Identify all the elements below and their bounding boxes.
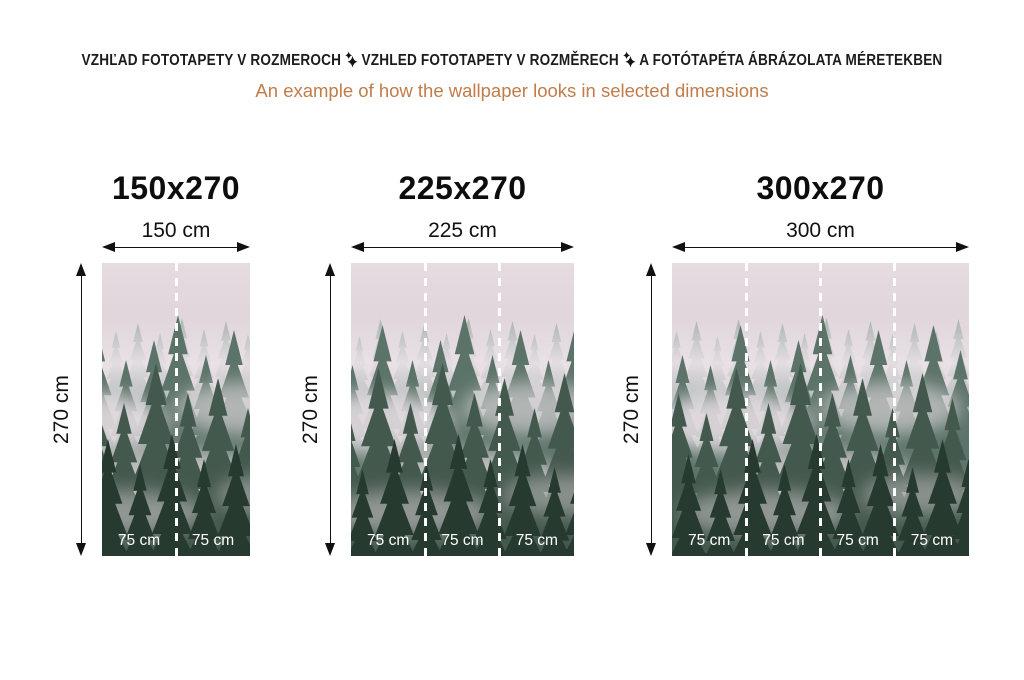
segment-width-label: 75 cm [910, 532, 953, 549]
arrow-down-head [646, 543, 656, 556]
segment-width-label: 75 cm [441, 532, 484, 549]
arrow-right-head [237, 242, 250, 252]
panel-divider [498, 263, 502, 556]
header-title: VZHĽAD FOTOTAPETY V ROZMEROCH VZHLED FOT… [77, 50, 947, 72]
segment-width-label: 75 cm [367, 532, 410, 549]
width-dimension-label: 150 cm [141, 219, 211, 242]
arrow-up-head [325, 263, 335, 276]
panel-300x270: 300x270 300 cm 270 cm 75 cm 75 cm 75 cm … [617, 170, 969, 570]
height-arrow [646, 263, 657, 556]
foggy-forest-image [351, 263, 574, 556]
header-title-hu: A FOTÓTAPÉTA ÁBRÁZOLATA MÉRETEKBEN [639, 52, 943, 69]
panel-150x270: 150x270 150 cm 270 cm 75 cm 75 cm [47, 170, 250, 570]
width-arrow [102, 242, 250, 253]
sparkle-icon [345, 51, 358, 68]
height-dimension-label: 270 cm [50, 375, 73, 444]
arrow-up-head [646, 263, 656, 276]
arrow-down-head [325, 543, 335, 556]
arrow-right-head [956, 242, 969, 252]
width-arrow [672, 242, 969, 253]
panel-title: 225x270 [398, 170, 527, 206]
header-title-cz: VZHLED FOTOTAPETY V ROZMĚRECH [361, 52, 619, 69]
wallpaper-preview: 75 cm 75 cm 75 cm [351, 263, 574, 556]
height-dimension-label: 270 cm [620, 375, 643, 444]
segment-width-label: 75 cm [836, 532, 879, 549]
panel-divider [423, 263, 427, 556]
segment-width-label: 75 cm [762, 532, 805, 549]
width-arrow [351, 242, 574, 253]
panel-title: 300x270 [756, 170, 885, 206]
arrow-up-head [76, 263, 86, 276]
width-dimension-label: 300 cm [786, 219, 855, 242]
wallpaper-preview: 75 cm 75 cm [102, 263, 250, 556]
width-dimension-label: 225 cm [428, 219, 497, 242]
header-subtitle: An example of how the wallpaper looks in… [255, 80, 769, 101]
arrow-left-head [672, 242, 685, 252]
panel-225x270: 225x270 225 cm 270 cm 75 cm 75 cm 75 cm [296, 170, 574, 570]
segment-width-label: 75 cm [515, 532, 558, 549]
panel-divider [174, 263, 178, 556]
segment-width-label: 75 cm [117, 532, 161, 549]
panel-title: 150x270 [111, 170, 241, 206]
arrow-left-head [102, 242, 115, 252]
segment-labels: 75 cm 75 cm 75 cm [351, 532, 574, 550]
wallpaper-preview: 75 cm 75 cm 75 cm 75 cm [672, 263, 969, 556]
arrow-left-head [351, 242, 364, 252]
height-dimension-label: 270 cm [299, 375, 322, 444]
arrow-down-head [76, 543, 86, 556]
panel-divider [893, 263, 897, 556]
height-arrow [76, 263, 87, 556]
arrow-right-head [561, 242, 574, 252]
segment-width-label: 75 cm [688, 532, 731, 549]
segment-labels: 75 cm 75 cm 75 cm 75 cm [672, 532, 969, 550]
segment-width-label: 75 cm [191, 532, 235, 549]
segment-labels: 75 cm 75 cm [102, 532, 250, 550]
header: VZHĽAD FOTOTAPETY V ROZMEROCH VZHLED FOT… [0, 50, 1024, 102]
height-arrow [325, 263, 336, 556]
panel-divider [744, 263, 748, 556]
header-title-sk: VZHĽAD FOTOTAPETY V ROZMEROCH [81, 52, 342, 69]
sparkle-icon [622, 51, 636, 68]
panel-divider [819, 263, 822, 556]
